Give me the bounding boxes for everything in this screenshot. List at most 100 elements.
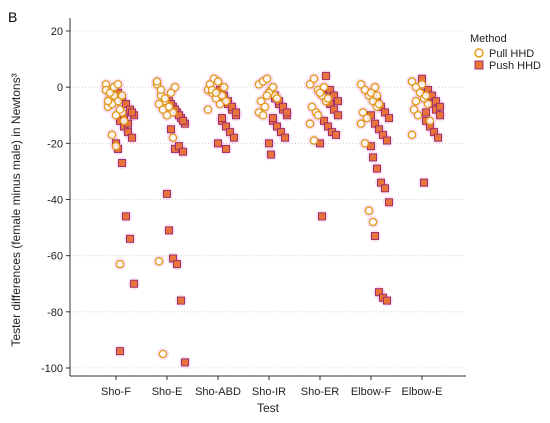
x-tick-label: Sho-ABD bbox=[195, 386, 241, 398]
push-hhd-point bbox=[179, 147, 187, 156]
pull-hhd-point bbox=[111, 141, 121, 151]
pull-hhd-point bbox=[203, 105, 213, 114]
pull-hhd-point bbox=[315, 88, 325, 98]
pull-hhd-point bbox=[374, 99, 384, 109]
pull-hhd-point bbox=[115, 105, 125, 114]
x-ticks: Sho-F Sho-E Sho-ABD Sho-IR Sho-ER Elbow-F Elbo… bbox=[101, 376, 442, 398]
pull-hhd-point bbox=[421, 91, 431, 100]
push-hhd-point bbox=[218, 114, 226, 123]
pull-hhd-point bbox=[423, 99, 433, 109]
pull-hhd-point bbox=[166, 88, 176, 98]
pull-hhd-point bbox=[425, 116, 435, 126]
push-hhd-point bbox=[334, 111, 342, 120]
push-hhd-point bbox=[181, 358, 189, 367]
y-tick-label: -60 bbox=[47, 251, 63, 263]
push-hhd-point bbox=[434, 133, 442, 142]
pull-hhd-point bbox=[313, 111, 323, 120]
push-hhd-point bbox=[128, 108, 136, 117]
pull-hhd-point bbox=[168, 133, 178, 142]
pull-hhd-point bbox=[356, 119, 366, 128]
pull-hhd-point bbox=[164, 102, 174, 112]
pull-hhd-point bbox=[262, 74, 272, 83]
pull-hhd-point bbox=[152, 77, 162, 86]
push-hhd-point bbox=[371, 232, 379, 241]
push-hhd-point bbox=[281, 133, 289, 142]
push-hhd-point bbox=[383, 296, 391, 305]
x-tick-label: Elbow-F bbox=[351, 386, 392, 398]
pull-hhd-point bbox=[160, 94, 170, 103]
pull-hhd-point bbox=[413, 111, 423, 120]
y-ticks: 20 0 -20 -40 -60 -80 -100 bbox=[41, 26, 70, 375]
pull-hhd-point bbox=[258, 111, 268, 120]
push-hhd-point bbox=[222, 144, 230, 153]
pull-hhd-point bbox=[260, 102, 270, 112]
push-hhd-point bbox=[383, 136, 391, 145]
push-hhd-point bbox=[177, 296, 185, 305]
pull-hhd-point bbox=[358, 108, 368, 117]
pull-hhd-point bbox=[368, 217, 378, 227]
pull-hhd-point bbox=[409, 105, 419, 114]
push-hhd-point bbox=[214, 139, 222, 148]
pull-hhd-point bbox=[256, 96, 266, 106]
pull-hhd-point bbox=[268, 82, 278, 92]
push-hhd-point bbox=[122, 212, 130, 221]
pull-hhd-point bbox=[156, 85, 166, 95]
pull-hhd-point bbox=[364, 206, 374, 215]
legend: Method Pull HHD Push HHD bbox=[470, 33, 541, 72]
push-hhd-point bbox=[332, 130, 340, 139]
pull-hhd-point bbox=[272, 94, 282, 103]
pull-hhd-point bbox=[111, 111, 121, 120]
pull-hhd-point bbox=[107, 130, 117, 140]
legend-pull-label: Pull HHD bbox=[489, 48, 534, 60]
panel-label: B bbox=[8, 9, 17, 25]
pull-hhd-point bbox=[113, 80, 123, 89]
push-hhd-point bbox=[128, 133, 136, 142]
legend-push-label: Push HHD bbox=[489, 60, 541, 72]
x-tick-label: Elbow-E bbox=[402, 386, 443, 398]
push-hhd-point bbox=[369, 153, 377, 162]
push-hhd-point bbox=[165, 226, 173, 235]
push-hhd-point bbox=[267, 150, 275, 159]
pull-hhd-point bbox=[407, 77, 417, 86]
y-tick-label: -20 bbox=[47, 138, 63, 150]
pull-hhd-point bbox=[407, 130, 417, 140]
legend-push-marker bbox=[474, 60, 484, 70]
x-tick-label: Sho-IR bbox=[252, 386, 286, 398]
pull-hhd-point bbox=[305, 80, 315, 89]
pull-hhd-point bbox=[154, 99, 164, 109]
pull-hhd-point bbox=[105, 88, 115, 98]
x-tick-label: Sho-ER bbox=[301, 386, 340, 398]
push-hhd-point bbox=[269, 114, 277, 123]
pull-hhd-point bbox=[362, 113, 372, 123]
pull-hhd-point bbox=[219, 82, 229, 92]
push-hhd-point bbox=[283, 108, 291, 117]
push-hhd-point bbox=[318, 212, 326, 221]
push-hhd-point bbox=[118, 158, 126, 167]
push-hhd-point bbox=[436, 102, 444, 111]
pull-hhd-point bbox=[319, 82, 329, 92]
push-hhd-point bbox=[232, 108, 240, 117]
push-hhd-point bbox=[163, 189, 171, 198]
push-hhd-point bbox=[385, 198, 393, 207]
pull-hhd-point bbox=[117, 91, 127, 100]
pull-hhd-point bbox=[309, 74, 319, 83]
pull-hhd-point bbox=[119, 116, 129, 126]
push-hhd-point bbox=[334, 97, 342, 106]
pull-hhd-point bbox=[162, 111, 172, 120]
push-hhd-point bbox=[116, 347, 124, 356]
push-hhd-point bbox=[179, 116, 187, 125]
pull-hhd-point bbox=[262, 91, 272, 100]
pull-hhd-point bbox=[305, 119, 315, 128]
pull-hhd-point bbox=[309, 136, 319, 145]
legend-title: Method bbox=[470, 33, 507, 45]
pull-hhd-point bbox=[213, 77, 223, 86]
push-hhd-point bbox=[265, 139, 273, 148]
y-axis-title: Tester differences (female minus male) i… bbox=[9, 73, 23, 346]
y-tick-label: -80 bbox=[47, 307, 63, 319]
pull-hhd-point bbox=[103, 96, 113, 106]
pull-hhd-point bbox=[307, 102, 317, 112]
push-hhd-point bbox=[322, 71, 330, 80]
pull-hhd-point bbox=[411, 96, 421, 106]
y-tick-label: 20 bbox=[51, 26, 63, 38]
